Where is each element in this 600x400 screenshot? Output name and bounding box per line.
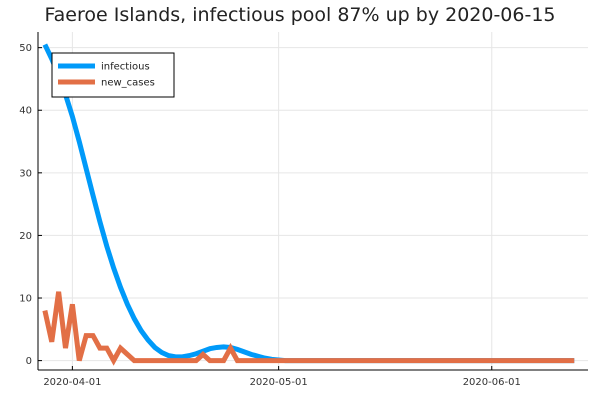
y-tick-label: 30 — [19, 168, 32, 179]
x-tick-label: 2020-06-01 — [463, 377, 521, 388]
y-tick-label: 50 — [19, 43, 32, 54]
chart-title: Faeroe Islands, infectious pool 87% up b… — [44, 4, 555, 26]
series-line-new-cases — [42, 291, 575, 366]
y-ticks: 0 10 20 30 40 50 — [19, 43, 42, 367]
x-ticks: 2020-04-01 2020-05-01 2020-06-01 — [43, 366, 521, 388]
y-tick-label: 10 — [19, 294, 32, 305]
y-tick-label: 0 — [26, 356, 32, 367]
x-tick-label: 2020-04-01 — [43, 377, 101, 388]
legend-label-new-cases: new_cases — [101, 78, 155, 89]
series-layer — [42, 43, 575, 366]
y-tick-label: 40 — [19, 106, 32, 117]
y-tick-label: 20 — [19, 231, 32, 242]
legend-box — [51, 52, 175, 98]
legend: infectious new_cases — [51, 52, 175, 98]
x-tick-label: 2020-05-01 — [250, 377, 308, 388]
legend-label-infectious: infectious — [101, 62, 150, 73]
